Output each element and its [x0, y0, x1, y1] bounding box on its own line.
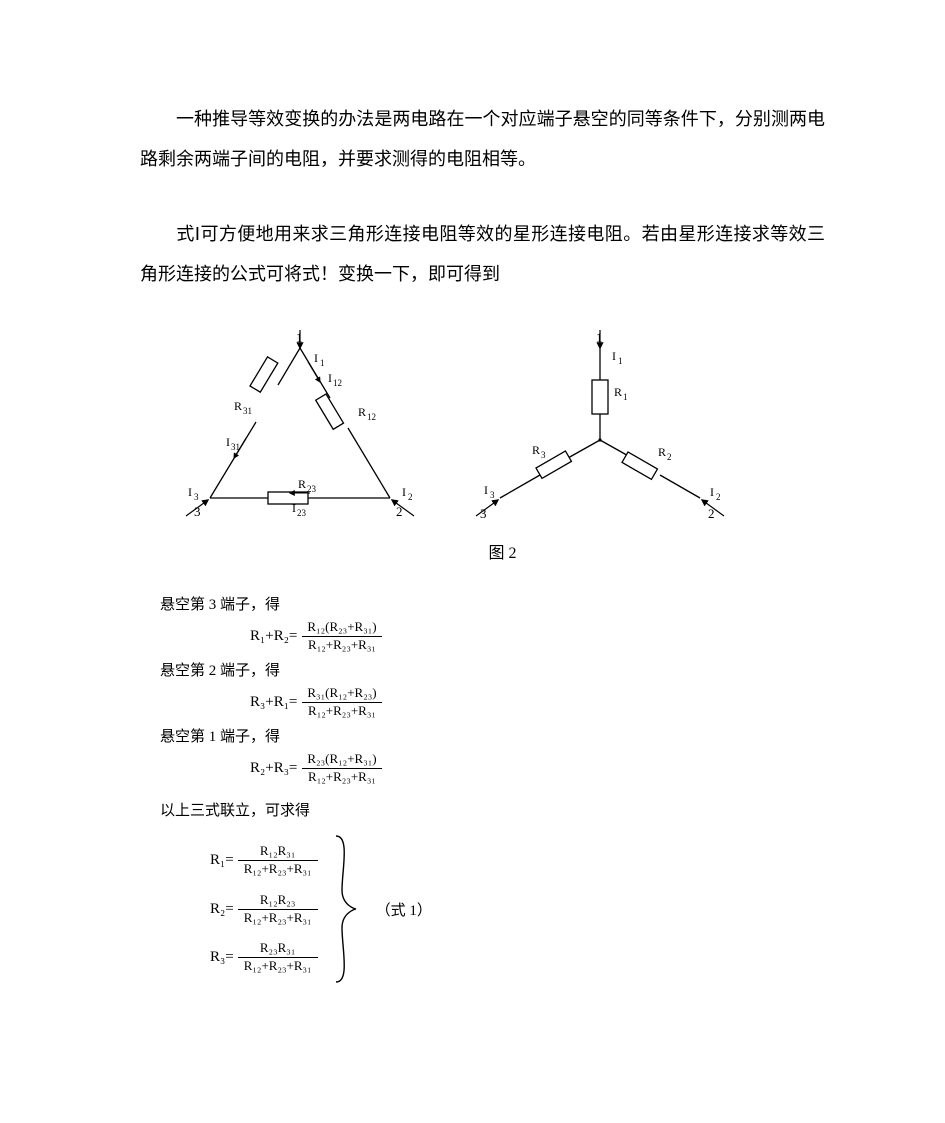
eq3-frac: R₁₂(R₂₃+R₃₁) R₁₂+R₂₃+R₃₁	[301, 620, 382, 653]
svg-text:I: I	[612, 349, 616, 363]
r3-den: R₁₂+R₂₃+R₃₁	[238, 957, 318, 974]
r1-num: R₁₂R₃₁	[254, 844, 301, 860]
r2-den: R₁₂+R₂₃+R₃₁	[238, 909, 318, 926]
eq1-num: R₂₃(R₁₂+R₃₁)	[301, 752, 382, 768]
eq2-den: R₁₂+R₂₃+R₃₁	[302, 702, 382, 719]
step-3-label: 悬空第 3 端子，得	[160, 593, 280, 614]
step-1-label: 悬空第 1 端子，得	[160, 725, 280, 746]
svg-text:I: I	[292, 501, 296, 515]
r1-den: R₁₂+R₂₃+R₃₁	[238, 860, 318, 877]
svg-text:23: 23	[307, 484, 317, 494]
eq2-num: R₃₁(R₁₂+R₂₃)	[301, 686, 382, 702]
figure-caption: 图 2	[180, 539, 825, 563]
eq1-den: R₁₂+R₂₃+R₃₁	[302, 768, 382, 785]
svg-text:I: I	[188, 485, 192, 499]
svg-text:1: 1	[618, 356, 623, 366]
svg-text:1: 1	[623, 392, 628, 402]
svg-text:3: 3	[541, 450, 546, 460]
r1-frac: R₁₂R₃₁ R₁₂+R₂₃+R₃₁	[238, 844, 318, 877]
svg-text:I: I	[226, 435, 230, 449]
r3-lhs: R₃=	[210, 949, 238, 966]
svg-text:R: R	[532, 443, 540, 457]
delta-node-1: 1	[296, 330, 303, 345]
svg-text:3: 3	[480, 506, 487, 521]
svg-text:I: I	[314, 351, 318, 365]
svg-text:2: 2	[708, 506, 715, 521]
r3-frac: R₂₃R₃₁ R₁₂+R₂₃+R₃₁	[238, 941, 318, 974]
result-block: R₁= R₁₂R₃₁ R₁₂+R₂₃+R₃₁ R₂= R₁₂R₂₃ R₁₂+R₂…	[160, 834, 825, 984]
svg-text:R: R	[358, 405, 366, 419]
r2-num: R₁₂R₂₃	[254, 893, 301, 909]
r1-lhs: R₁=	[210, 852, 238, 869]
svg-text:3: 3	[490, 490, 495, 500]
solve-label: 以上三式联立，可求得	[160, 799, 310, 820]
paragraph-1: 一种推导等效变换的办法是两电路在一个对应端子悬空的同等条件下，分别测两电路剩余两…	[140, 100, 825, 179]
svg-text:R: R	[614, 385, 622, 399]
r2-frac: R₁₂R₂₃ R₁₂+R₂₃+R₃₁	[238, 893, 318, 926]
svg-text:2: 2	[408, 492, 413, 502]
r2-lhs: R₂=	[210, 901, 238, 918]
svg-text:R: R	[234, 399, 242, 413]
eq1-lhs: R₂+R₃=	[250, 760, 301, 777]
eq3-lhs: R₁+R₂=	[250, 628, 301, 645]
eq2-frac: R₃₁(R₁₂+R₂₃) R₁₂+R₂₃+R₃₁	[301, 686, 382, 719]
delta-node-3: 3	[194, 504, 201, 519]
paragraph-2: 式Ⅰ可方便地用来求三角形连接电阻等效的星形连接电阻。若由星形连接求等效三角形连接…	[140, 215, 825, 294]
eq3-num: R₁₂(R₂₃+R₃₁)	[301, 620, 382, 636]
figure-2: 1 2 3 I1 I2 I3 R12 R31 R23 I12 I31 I23	[180, 330, 825, 563]
eq2-lhs: R₃+R₁=	[250, 694, 301, 711]
step-2-label: 悬空第 2 端子，得	[160, 659, 280, 680]
delta-node-2: 2	[396, 504, 403, 519]
svg-text:I: I	[328, 371, 332, 385]
equation-tag: （式 1）	[376, 899, 432, 920]
svg-text:I: I	[710, 485, 714, 499]
brace-icon	[332, 834, 358, 984]
svg-text:1: 1	[596, 330, 603, 345]
svg-text:3: 3	[194, 492, 199, 502]
svg-text:12: 12	[367, 412, 376, 422]
paragraph-1-text: 一种推导等效变换的办法是两电路在一个对应端子悬空的同等条件下，分别测两电路剩余两…	[140, 109, 825, 169]
eq1-frac: R₂₃(R₁₂+R₃₁) R₁₂+R₂₃+R₃₁	[301, 752, 382, 785]
equations-block: 悬空第 3 端子，得 R₁+R₂= R₁₂(R₂₃+R₃₁) R₁₂+R₂₃+R…	[160, 593, 825, 984]
eq3-den: R₁₂+R₂₃+R₃₁	[302, 636, 382, 653]
svg-text:I: I	[402, 485, 406, 499]
r3-num: R₂₃R₃₁	[254, 941, 301, 957]
svg-text:12: 12	[333, 378, 342, 388]
svg-text:1: 1	[320, 358, 325, 368]
svg-text:2: 2	[667, 452, 672, 462]
svg-text:R: R	[298, 477, 306, 491]
circuit-diagram: 1 2 3 I1 I2 I3 R12 R31 R23 I12 I31 I23	[180, 330, 740, 530]
svg-text:31: 31	[231, 442, 240, 452]
svg-text:31: 31	[243, 406, 252, 416]
svg-text:I: I	[484, 483, 488, 497]
svg-text:2: 2	[716, 492, 721, 502]
svg-text:R: R	[658, 445, 666, 459]
paragraph-2-text: 式Ⅰ可方便地用来求三角形连接电阻等效的星形连接电阻。若由星形连接求等效三角形连接…	[140, 224, 825, 284]
svg-text:23: 23	[297, 508, 307, 518]
